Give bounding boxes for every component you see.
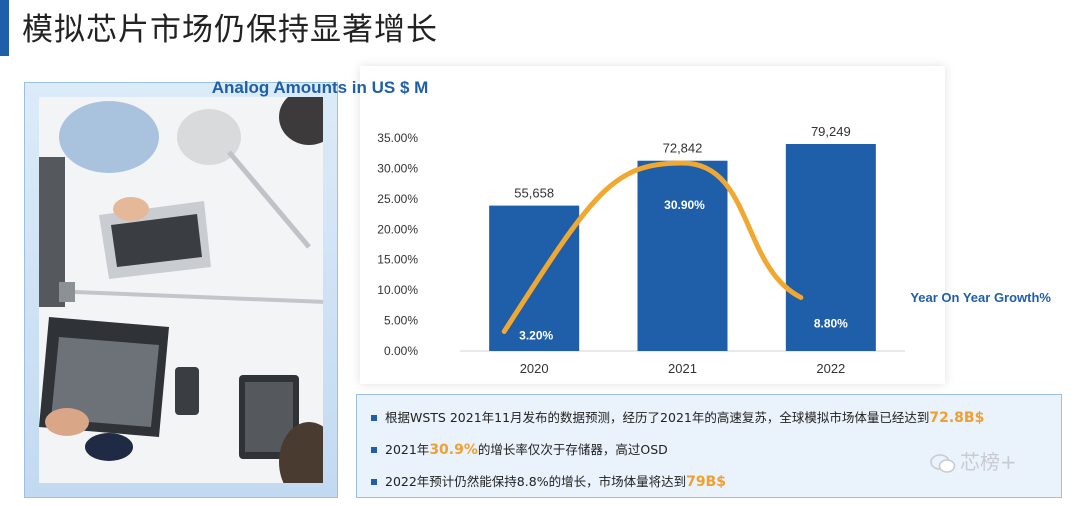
bullet-2-highlight: 30.9% (429, 442, 478, 458)
x-tick-label: 2022 (816, 361, 845, 376)
bar-2020 (489, 205, 580, 351)
bullet-marker (371, 478, 377, 485)
bullet-3: 2022年预计仍然能保持8.8%的增长，市场体量将达到79B$ (371, 471, 726, 490)
watermark: 芯榜+ (930, 446, 1017, 475)
bullet-2-prefix: 2021年 (385, 442, 430, 457)
y-tick-label: 0.00% (384, 344, 418, 358)
bullet-marker (371, 446, 377, 453)
office-photo (39, 97, 323, 483)
watermark-text: 芯榜+ (960, 450, 1017, 474)
y-tick-label: 20.00% (377, 222, 418, 236)
bullet-2-text: 的增长率仅次于存储器，高过OSD (477, 442, 668, 457)
bar-value-label: 79,249 (811, 124, 851, 139)
bullet-1-text: 根据WSTS 2021年11月发布的数据预测，经历了2021年的高速复苏，全球模… (385, 410, 930, 425)
office-photo-illustration (39, 97, 323, 483)
x-tick-label: 2020 (520, 361, 549, 376)
growth-point-label: 8.80% (814, 316, 848, 330)
photo-frame (24, 82, 338, 498)
bar-value-label: 55,658 (514, 186, 554, 201)
x-tick-label: 2021 (668, 361, 697, 376)
bullet-1-highlight: 72.8B$ (929, 410, 985, 426)
bullet-3-highlight: 79B$ (686, 474, 726, 490)
legend-growth-label: Year On Year Growth% (910, 290, 1051, 305)
growth-point-label: 30.90% (664, 198, 705, 212)
title-accent-bar (0, 0, 9, 56)
growth-point-label: 3.20% (519, 329, 553, 343)
bullet-1: 根据WSTS 2021年11月发布的数据预测，经历了2021年的高速复苏，全球模… (371, 407, 984, 426)
growth-line (501, 160, 804, 335)
y-tick-label: 30.00% (377, 161, 418, 175)
wechat-icon (930, 453, 956, 473)
bullet-marker (371, 414, 377, 421)
bar-value-label: 72,842 (663, 141, 703, 156)
bullet-3-text: 2022年预计仍然能保持8.8%的增长，市场体量将达到 (385, 474, 687, 489)
y-tick-label: 10.00% (377, 283, 418, 297)
page-title: 模拟芯片市场仍保持显著增长 (22, 12, 438, 48)
bullet-box: 根据WSTS 2021年11月发布的数据预测，经历了2021年的高速复苏，全球模… (356, 394, 1062, 498)
chart-title: Analog Amounts in US $ M (211, 78, 429, 97)
bar-2022 (785, 143, 876, 351)
y-tick-label: 25.00% (377, 192, 418, 206)
bullet-2: 2021年30.9%的增长率仅次于存储器，高过OSD (371, 439, 668, 458)
bar-2021 (637, 160, 728, 351)
y-tick-label: 5.00% (384, 314, 418, 328)
y-tick-label: 35.00% (377, 131, 418, 145)
y-tick-label: 15.00% (377, 253, 418, 267)
